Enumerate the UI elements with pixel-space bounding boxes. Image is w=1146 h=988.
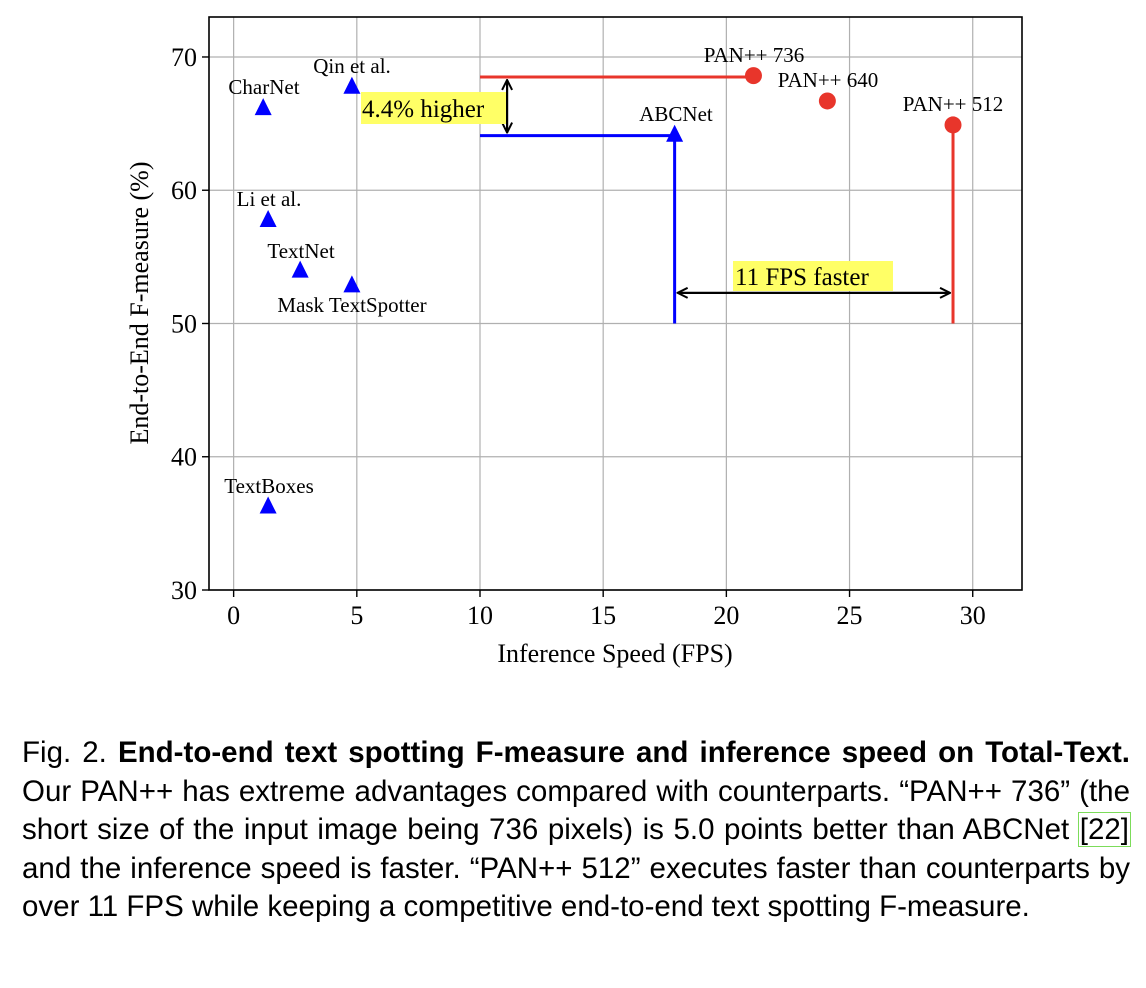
label-qin-et-al: Qin et al.	[313, 54, 391, 78]
label-textnet: TextNet	[267, 239, 335, 263]
y-tick-label: 40	[171, 443, 197, 472]
caption-text-2: and the inference speed is faster. “PAN+…	[22, 851, 1130, 924]
caption-title: End-to-end text spotting F-measure and i…	[117, 736, 1130, 769]
annotation-higher: 4.4% higher	[362, 96, 485, 123]
point-abcnet	[666, 124, 684, 142]
point-pan-640	[818, 92, 836, 110]
y-tick-label: 50	[171, 309, 197, 338]
label-charnet: CharNet	[228, 75, 299, 99]
x-tick-label: 30	[960, 601, 986, 630]
reference-lines	[480, 75, 955, 324]
caption-fig-label: Fig. 2.	[22, 736, 107, 769]
label-pan-512: PAN++ 512	[903, 92, 1004, 116]
label-pan-736: PAN++ 736	[704, 43, 805, 67]
label-pan-640: PAN++ 640	[778, 68, 879, 92]
x-axis-label: Inference Speed (FPS)	[497, 639, 732, 668]
point-li-et-al	[259, 210, 277, 228]
point-mask-textspotter	[343, 275, 361, 293]
point-textnet	[291, 260, 309, 278]
point-labels: CharNet Qin et al. Li et al. TextNet Mask Te…	[224, 43, 1003, 498]
higher-highlight	[361, 92, 506, 124]
x-tick-label: 10	[467, 601, 493, 630]
annotations: 4.4% higher 11 FPS faster	[361, 80, 950, 293]
citation-link[interactable]: [22]	[1077, 812, 1132, 847]
y-axis-label: End-to-End F-measure (%)	[125, 161, 154, 444]
plot-frame	[208, 16, 1023, 591]
y-tick-label: 30	[171, 576, 197, 605]
label-mask-textspotter: Mask TextSpotter	[277, 293, 426, 317]
point-textboxes	[259, 496, 277, 514]
faster-highlight	[733, 261, 893, 291]
caption-text-1: Our PAN++ has extreme advantages compare…	[22, 774, 1130, 847]
label-li-et-al: Li et al.	[237, 187, 302, 211]
y-tick-label: 70	[171, 43, 197, 72]
axes: 0 5 10 15 20 25 30 30 40 50 60 70	[171, 16, 1023, 630]
x-tick-label: 20	[713, 601, 739, 630]
point-pan-512	[944, 116, 962, 134]
point-pan-736	[744, 67, 762, 85]
point-charnet	[254, 98, 272, 116]
x-tick-label: 15	[590, 601, 616, 630]
x-tick-label: 5	[350, 601, 363, 630]
y-tick-label: 60	[171, 176, 197, 205]
annotation-faster: 11 FPS faster	[735, 264, 869, 291]
point-qin-et-al	[343, 76, 361, 94]
chart: 4.4% higher 11 FPS faster 0 5 10 15 20 25 30 30 4…	[125, 16, 1023, 668]
x-tick-label: 0	[227, 601, 240, 630]
figure-caption: Fig. 2. End-to-end text spotting F-measu…	[22, 734, 1132, 927]
data-points	[254, 67, 962, 514]
label-textboxes: TextBoxes	[224, 474, 314, 498]
label-abcnet: ABCNet	[639, 102, 713, 126]
x-tick-label: 25	[837, 601, 863, 630]
